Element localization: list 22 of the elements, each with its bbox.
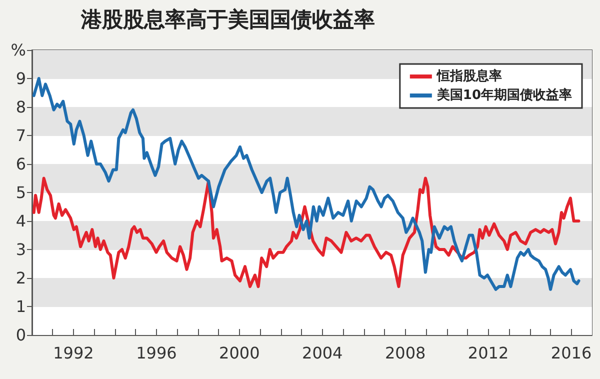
y-tick-label: 9 — [16, 69, 26, 88]
y-tick-label: 0 — [16, 326, 26, 344]
x-tick-label: 2016 — [550, 344, 592, 362]
x-tick-label: 2008 — [384, 344, 426, 362]
x-tick-label: 2000 — [219, 344, 260, 362]
y-tick-label: 7 — [16, 126, 26, 145]
y-tick-label: 2 — [16, 268, 26, 288]
line-series — [32, 176, 580, 288]
x-tick-label: 2012 — [468, 344, 509, 362]
y-tick-label: 5 — [16, 183, 26, 202]
legend-label: 恒指股息率 — [436, 68, 502, 84]
y-tick-label: 8 — [16, 98, 26, 116]
x-tick-label: 2004 — [302, 344, 343, 362]
y-tick-label: 3 — [16, 240, 26, 259]
y-tick-label: 1 — [16, 297, 26, 316]
y-tick-label: 4 — [16, 212, 26, 230]
chart-title: 港股股息率高于美国国债收益率 — [80, 8, 375, 32]
legend-label: 美国10年期国债收益率 — [436, 87, 572, 103]
x-tick-label: 1992 — [53, 344, 94, 362]
x-tick-label: 1996 — [136, 344, 177, 362]
y-tick-label: 6 — [16, 154, 26, 174]
y-tick-label: % — [10, 40, 26, 60]
